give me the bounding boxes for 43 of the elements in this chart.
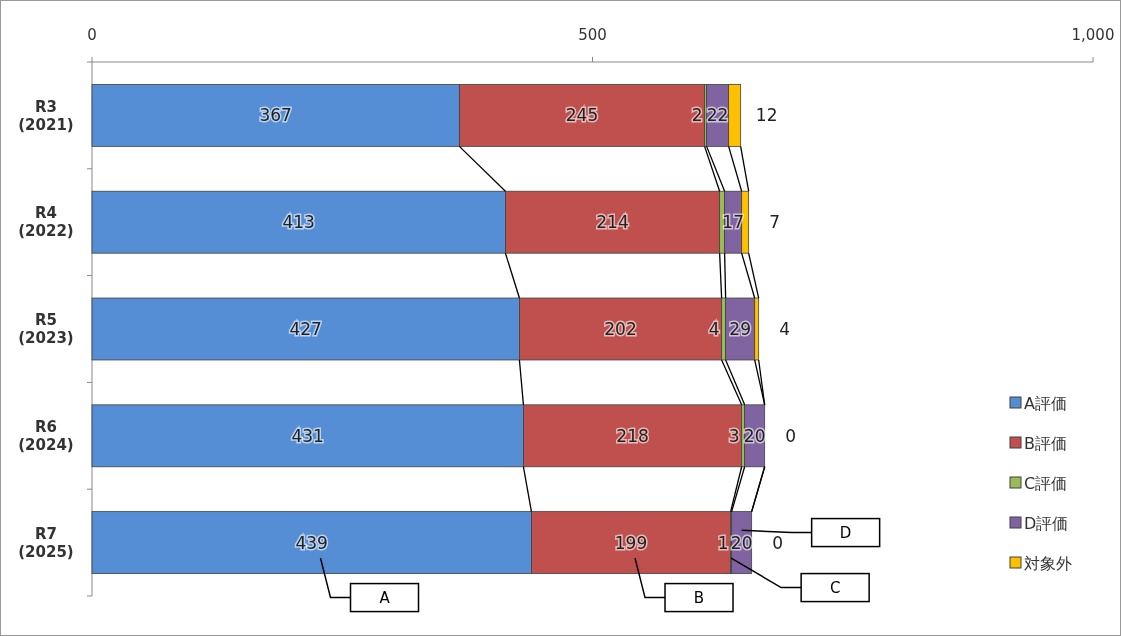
x-tick-label: 0 [87, 26, 97, 44]
y-tick-label: R5 (2023) [18, 311, 74, 348]
data-label: 7 [769, 212, 781, 233]
data-label: 4 [708, 318, 720, 339]
x-tick-label: 500 [578, 26, 607, 44]
annotation: C [829, 578, 841, 597]
callout-box: C [730, 557, 870, 603]
data-label: 413 [282, 212, 315, 233]
data-label: 431 [291, 425, 324, 446]
callout-box: B [634, 557, 734, 613]
data-label: 214 [596, 212, 629, 233]
data-label: 20 [743, 425, 766, 446]
data-label: 0 [785, 425, 797, 446]
data-label: 439 [295, 532, 328, 553]
data-label: 202 [604, 318, 637, 339]
y-tick-label: R7 (2025) [18, 524, 74, 561]
data-label: 245 [565, 105, 599, 126]
y-tick-label: R6 (2024) [18, 418, 74, 455]
data-label: 0 [772, 532, 784, 553]
data-label: 218 [616, 425, 649, 446]
legend-label: B評価 [1024, 433, 1067, 453]
legend-label: A評価 [1024, 393, 1067, 413]
y-tick-label: R3 (2021) [18, 97, 74, 134]
data-label: 22 [706, 105, 729, 126]
data-label: 199 [614, 532, 648, 553]
data-label: 2 [691, 105, 703, 126]
callout-box: A [319, 557, 420, 613]
legend-label: C評価 [1024, 473, 1068, 493]
annotation: A [379, 588, 391, 607]
data-label: 12 [755, 105, 778, 126]
data-label: 20 [730, 532, 753, 553]
data-label: 1 [717, 532, 729, 553]
legend-label: 対象外 [1024, 553, 1072, 573]
annotation: B [693, 588, 705, 607]
y-tick-label: R4 (2022) [18, 204, 74, 241]
data-label: 29 [729, 318, 751, 339]
data-label: 4 [779, 318, 791, 339]
x-tick-label: 1,000 [1071, 26, 1115, 44]
annotation: D [839, 523, 852, 542]
data-label: 427 [289, 318, 322, 339]
data-label: 3 [728, 425, 740, 446]
legend-label: D評価 [1024, 513, 1069, 533]
data-label: 367 [259, 105, 292, 126]
